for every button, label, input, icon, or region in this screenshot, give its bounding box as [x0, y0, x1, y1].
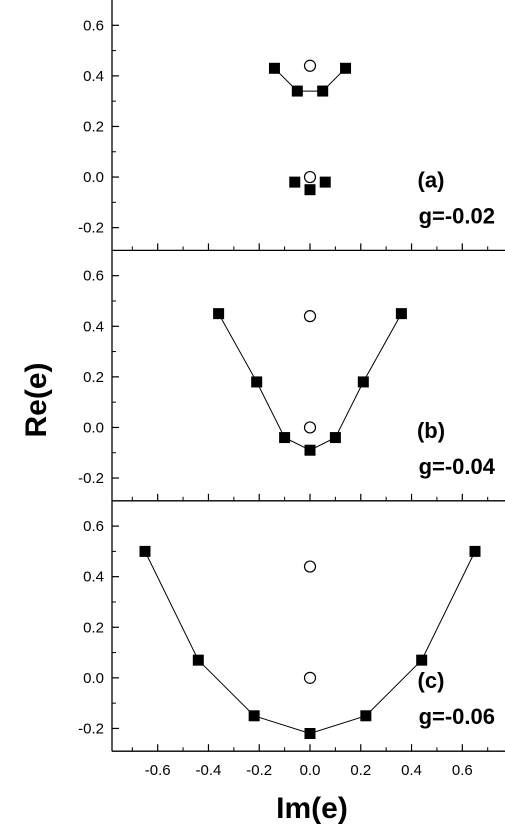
x-tick-label: 0.2 — [350, 762, 371, 779]
filled-square-point — [416, 654, 428, 666]
y-tick-label: 0.6 — [83, 268, 104, 285]
open-circle-point — [303, 421, 317, 434]
filled-square-point — [139, 545, 151, 557]
filled-square-point — [213, 308, 225, 320]
x-tick-label: 0.4 — [401, 762, 422, 779]
filled-square-point — [304, 444, 316, 456]
y-tick-label: 0.2 — [83, 369, 104, 386]
filled-square-point — [469, 545, 481, 557]
panel-label: (a) — [418, 167, 445, 192]
y-tick-label: 0.4 — [83, 569, 104, 586]
filled-square-point — [357, 376, 369, 388]
y-tick-label: 0.0 — [83, 670, 104, 687]
x-tick-label: 0.0 — [300, 762, 321, 779]
open-circle-point — [303, 59, 317, 72]
filled-square-point — [289, 176, 301, 188]
y-tick-label: -0.2 — [78, 720, 104, 737]
y-tick-label: 0.0 — [83, 419, 104, 436]
y-tick-label: -0.2 — [78, 220, 104, 237]
panel-label: (c) — [418, 668, 445, 693]
panel-1: -0.2 0.0 0.2 0.4 0.6 (a) g=-0.02 — [78, 0, 505, 252]
filled-square-point — [291, 85, 303, 97]
filled-square-point — [319, 176, 331, 188]
panel-g-label: g=-0.02 — [419, 203, 495, 228]
x-tick-label: -0.4 — [196, 762, 222, 779]
x-tick-label: -0.6 — [145, 762, 171, 779]
open-circle-point — [303, 310, 317, 323]
filled-square-point — [304, 727, 316, 739]
filled-square-point — [192, 654, 204, 666]
y-tick-label: 0.6 — [83, 17, 104, 34]
open-circle-point — [303, 671, 317, 684]
filled-square-point — [360, 710, 372, 722]
y-axis-title: Re(e) — [20, 362, 53, 437]
y-tick-label: 0.4 — [83, 318, 104, 335]
y-tick-label: 0.2 — [83, 619, 104, 636]
open-circle-point — [303, 560, 317, 573]
panel-g-label: g=-0.04 — [419, 454, 496, 479]
filled-square-point — [251, 376, 263, 388]
panel-2: -0.2 0.0 0.2 0.4 0.6 (b) g=-0.04 — [78, 250, 505, 502]
panels: -0.2 0.0 0.2 0.4 0.6 (a) g=-0.02 -0.2 0.0 0.2 0.4 0… — [78, 0, 505, 752]
x-tick-label: -0.2 — [246, 762, 272, 779]
x-axis-tick-labels: -0.6 -0.4 -0.2 0.0 0.2 0.4 0.6 — [145, 762, 473, 779]
y-tick-label: -0.2 — [78, 470, 104, 487]
y-tick-label: 0.2 — [83, 118, 104, 135]
filled-square-point — [248, 710, 260, 722]
filled-square-point — [395, 308, 407, 320]
filled-square-point — [317, 85, 329, 97]
x-tick-label: 0.6 — [452, 762, 473, 779]
filled-square-point — [340, 62, 352, 74]
panel-g-label: g=-0.06 — [419, 704, 495, 729]
filled-square-point — [268, 62, 280, 74]
y-tick-label: 0.6 — [83, 518, 104, 535]
x-axis-title: Im(e) — [276, 792, 348, 825]
series-line — [274, 67, 346, 92]
filled-square-point — [329, 432, 341, 444]
filled-square-point — [279, 432, 291, 444]
panel-3: -0.2 0.0 0.2 0.4 0.6 (c) g=-0.06 — [78, 500, 505, 752]
panel-label: (b) — [417, 418, 445, 443]
open-circle-point — [303, 170, 317, 184]
filled-square-point — [304, 184, 316, 196]
y-tick-label: 0.4 — [83, 68, 104, 85]
y-tick-label: 0.0 — [83, 169, 104, 186]
